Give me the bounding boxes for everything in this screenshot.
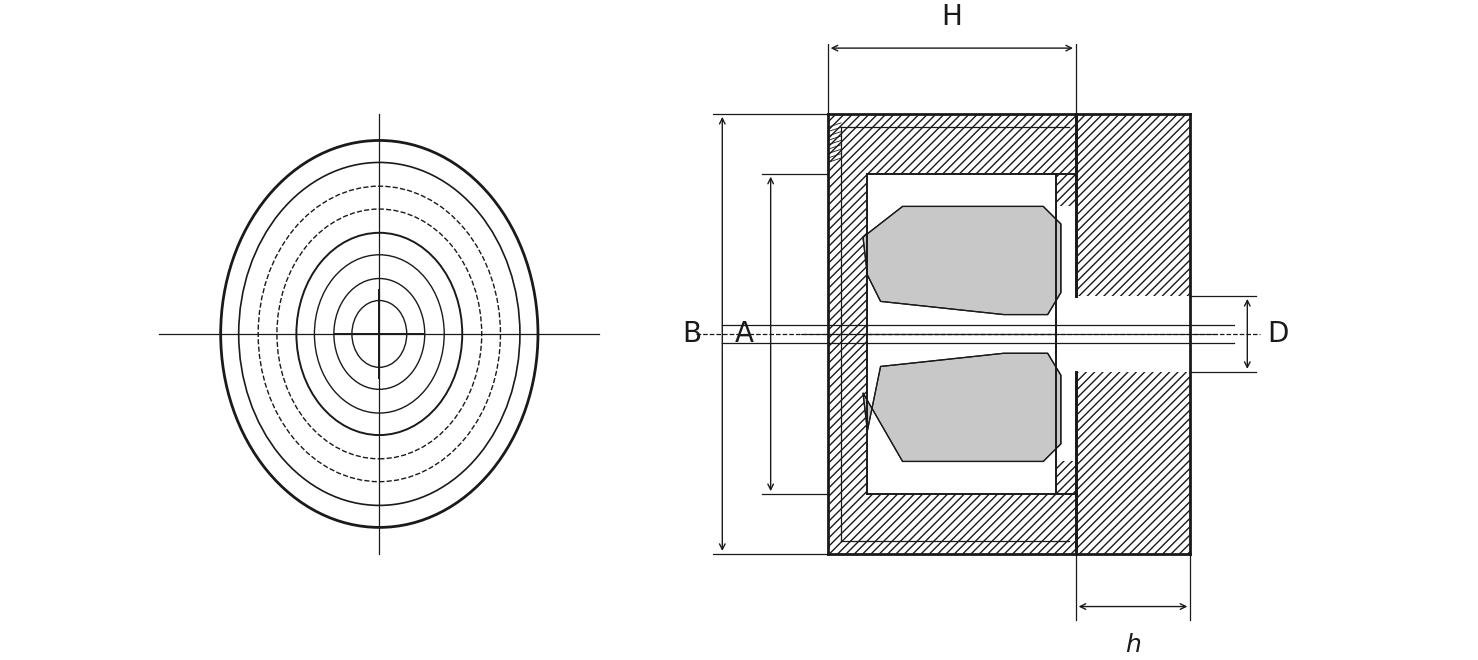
Polygon shape — [1057, 461, 1076, 494]
Text: D: D — [1268, 320, 1289, 348]
Text: H: H — [941, 3, 962, 30]
Polygon shape — [828, 174, 868, 494]
Polygon shape — [828, 114, 1076, 174]
Text: A: A — [735, 320, 754, 348]
Polygon shape — [863, 353, 1061, 461]
Polygon shape — [1057, 174, 1076, 207]
Polygon shape — [863, 353, 1061, 461]
Polygon shape — [828, 494, 1076, 554]
Polygon shape — [863, 207, 1061, 315]
Polygon shape — [1076, 372, 1190, 554]
Polygon shape — [863, 207, 1061, 315]
Text: h: h — [1125, 633, 1141, 657]
Text: B: B — [681, 320, 701, 348]
Polygon shape — [868, 174, 1057, 494]
Polygon shape — [1076, 114, 1190, 296]
